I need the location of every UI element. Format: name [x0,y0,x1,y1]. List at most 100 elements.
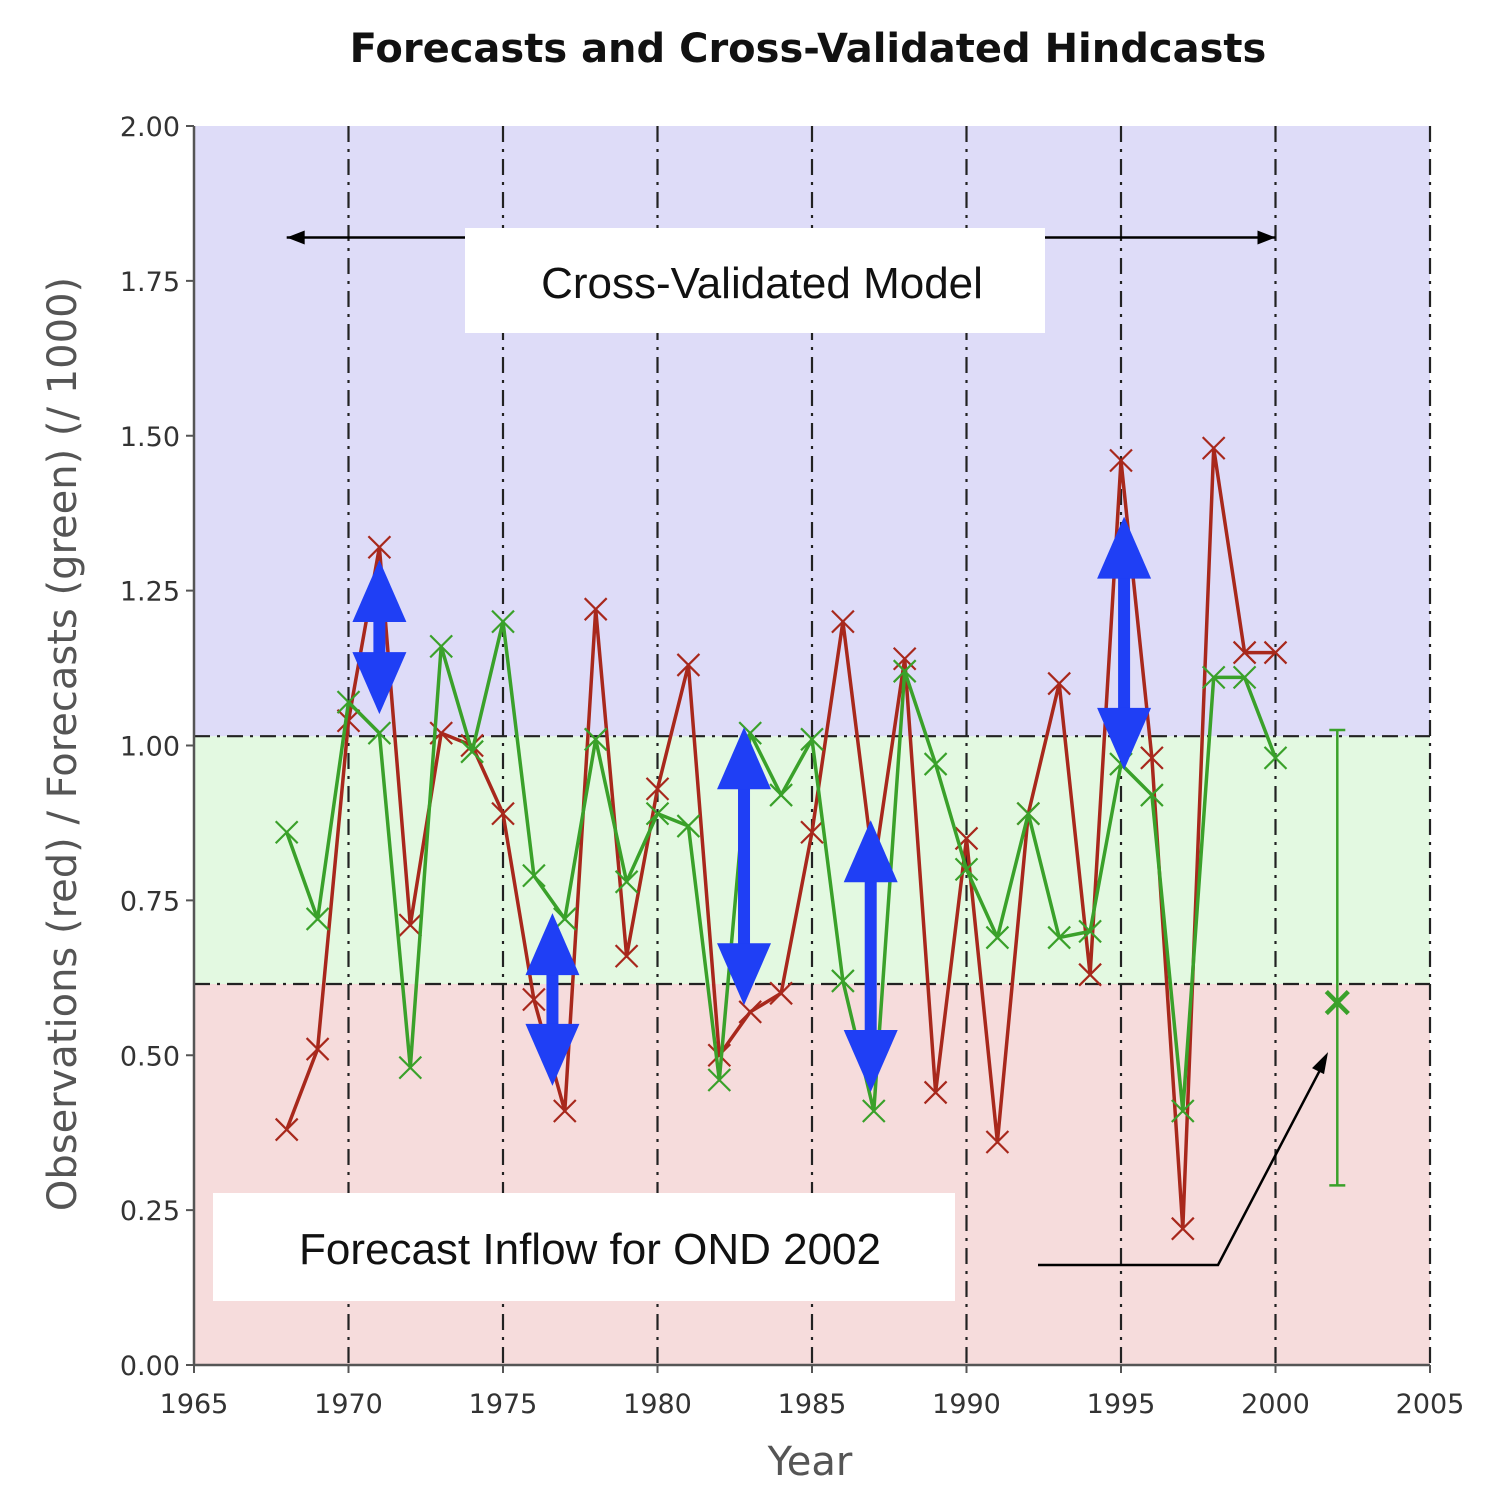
observations-point [923,1080,948,1105]
model-label-box [465,228,1045,333]
forecasts-point [1171,1099,1195,1123]
forecasts-point [614,870,639,894]
observations-point [398,913,423,937]
forecasts-point [892,659,917,683]
y-tick-label-2.00: 2.00 [120,112,180,143]
blue-double-arrow-4 [843,820,898,1093]
forecasts-point [923,752,948,776]
forecasts-point [305,907,330,931]
observations-point [985,1130,1010,1154]
observations-point [831,609,855,634]
blue-arrow-head-up [352,560,407,623]
observations-point [1171,1216,1195,1241]
y-tick-label-0.50: 0.50 [120,1041,180,1072]
y-tick-label-0.25: 0.25 [120,1196,180,1227]
forecasts-point [985,925,1010,950]
observations-point [336,708,361,733]
forecasts-point [460,739,484,764]
model-span-right-arrowhead [1257,230,1276,245]
y-tick-label-0.75: 0.75 [120,886,180,917]
observations-point [522,987,546,1012]
blue-double-arrow-3 [717,727,772,1006]
blue-arrow-head-up [1097,516,1152,579]
observations-point [491,801,515,826]
y-axis-ticks: 0.00 0.25 0.50 0.75 1.00 1.25 1.50 1.75 2.00 [120,112,194,1382]
forecasts-point [274,820,299,845]
blue-arrow-head-down [843,1030,898,1093]
observations-point [738,1000,762,1024]
forecasts-point [862,1099,886,1123]
observations-point [614,944,639,968]
observations-point [583,597,608,621]
observations-point [305,1037,330,1061]
blue-arrow-head-up [843,820,898,883]
observations-point [553,1099,577,1123]
forecasts-point [491,609,515,634]
forecasts-point [583,727,608,752]
forecasts-point [645,801,670,826]
observations-point [1078,962,1102,987]
observations-point [1232,640,1257,665]
x-axis-label: Year [767,1439,853,1485]
model-label: Cross-Validated Model [541,259,983,308]
y-tick-label-1.50: 1.50 [120,422,180,453]
x-tick-label-1970: 1970 [314,1389,383,1420]
forecasts-point [676,814,701,838]
observations-point [707,1043,732,1068]
x-tick-label-1990: 1990 [932,1389,1001,1420]
blue-arrow-head-down [1097,707,1152,770]
y-tick-label-1.75: 1.75 [120,267,180,298]
forecasts-point [954,857,979,882]
x-axis-ticks: 1965 1970 1975 1980 1985 1990 1995 2000 2005 [160,1365,1464,1420]
observations-point [1109,448,1133,473]
observations-point [769,981,793,1006]
blue-arrow-head-up [525,913,580,976]
forecasts-point [800,727,824,752]
chart-title: Forecasts and Cross-Validated Hindcasts [350,26,1267,72]
x-tick-label-1975: 1975 [469,1389,538,1420]
blue-arrow-head-down [717,943,772,1006]
forecasts-point [522,863,546,888]
blue-double-arrow-5 [1097,516,1152,770]
forecast-2002 [1324,728,1350,1187]
series-lines [274,436,1288,1241]
y-tick-label-1.00: 1.00 [120,732,180,763]
blue-arrows [352,516,1152,1093]
forecasts-point [707,1068,732,1092]
x-tick-label-1995: 1995 [1087,1389,1156,1420]
forecasts-point [1078,919,1102,944]
forecast-pointer-arrowhead [1312,1052,1329,1075]
observations-point [1263,640,1288,665]
observations-point [274,1117,299,1142]
observations-point [892,646,917,671]
forecasts-point [1016,801,1041,826]
forecasts-point [1047,925,1071,950]
forecasts-point [1201,665,1226,690]
blue-double-arrow-1 [352,560,407,715]
forecast-pointer-line [1038,1065,1324,1267]
observations-point [1047,671,1071,696]
x-tick-label-1965: 1965 [160,1389,229,1420]
forecasts-point [336,690,361,714]
observations-point [1140,746,1164,770]
blue-arrow-head-up [717,727,772,790]
forecasts-point [1140,783,1164,807]
x-tick-label-1985: 1985 [778,1389,847,1420]
forecasts-point [398,1055,423,1080]
x-tick-label-2000: 2000 [1241,1389,1310,1420]
blue-double-arrow-2 [525,913,580,1086]
observations-point [645,777,670,801]
observations-point [367,535,392,560]
forecast-label: Forecast Inflow for OND 2002 [299,1225,881,1274]
observations-point [676,653,701,677]
blue-arrow-head-down [352,652,407,715]
x-tick-label-1980: 1980 [623,1389,692,1420]
forecasts-point [1263,746,1288,770]
observations-point [1201,436,1226,460]
forecast-label-box [213,1193,955,1301]
y-tick-label-1.25: 1.25 [120,577,180,608]
forecasts-point [367,721,392,745]
forecasts-point [769,783,793,807]
forecasts-point [429,634,453,659]
